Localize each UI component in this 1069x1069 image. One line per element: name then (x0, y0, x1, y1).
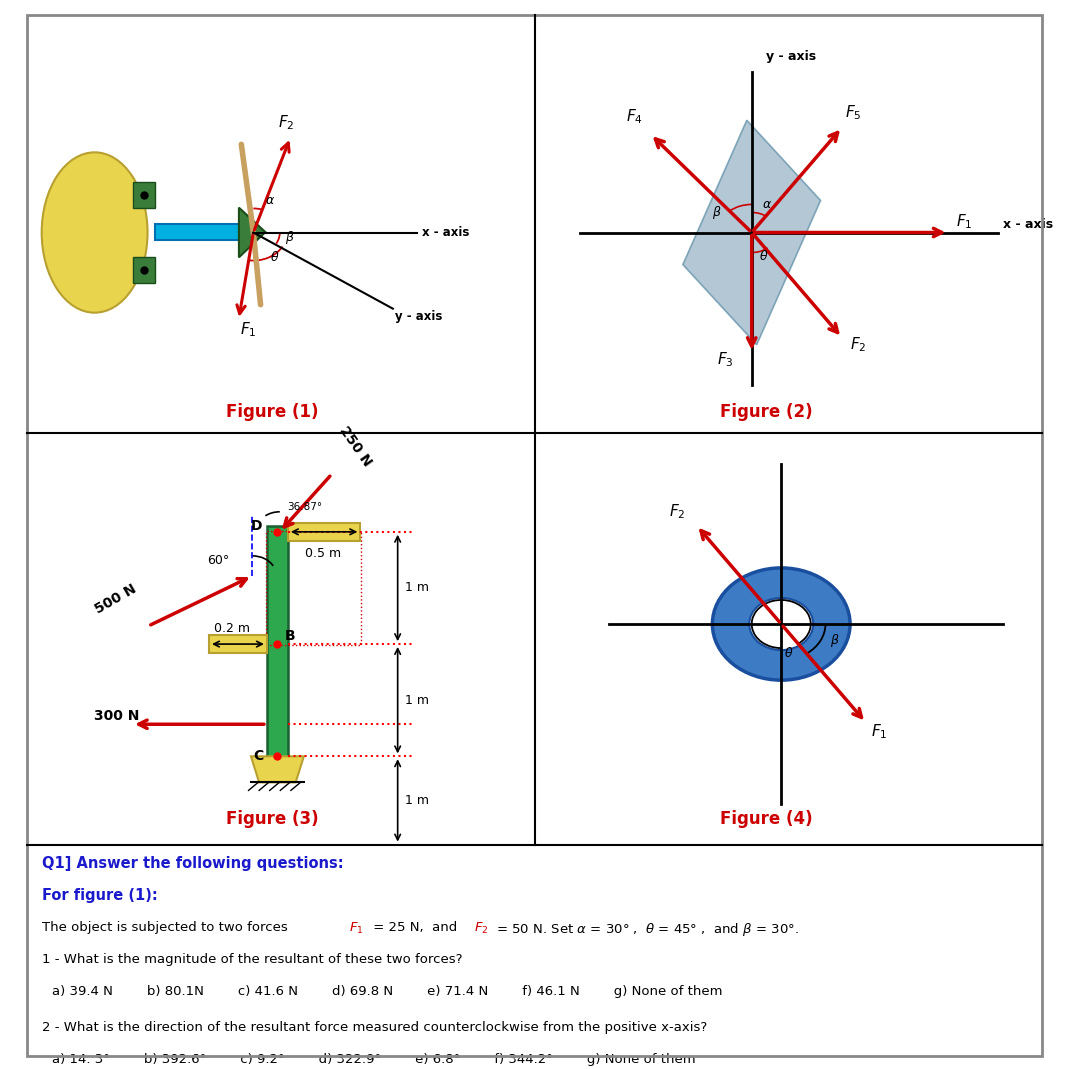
Text: x - axis: x - axis (421, 226, 469, 239)
Text: 36.87°: 36.87° (286, 501, 322, 512)
Bar (266, 531, 361, 645)
Text: $F_4$: $F_4$ (626, 107, 644, 126)
Bar (134, 257, 155, 282)
Text: $\theta$: $\theta$ (784, 646, 793, 660)
Text: $\theta$: $\theta$ (270, 250, 280, 264)
Text: $\alpha$: $\alpha$ (761, 198, 772, 211)
Polygon shape (239, 207, 265, 258)
Text: $\beta$: $\beta$ (831, 632, 840, 649)
Text: 250 N: 250 N (337, 423, 374, 469)
Text: $\theta$: $\theta$ (759, 249, 769, 263)
Text: = 25 N,  and: = 25 N, and (369, 920, 461, 933)
Text: $\alpha$: $\alpha$ (265, 195, 276, 207)
Text: C: C (253, 749, 264, 763)
Text: 0.5 m: 0.5 m (305, 547, 341, 560)
Text: 500 N: 500 N (92, 583, 139, 617)
Bar (155, 224, 246, 239)
Text: $F_2$: $F_2$ (278, 113, 294, 133)
Bar (267, 526, 288, 762)
Text: 2 - What is the direction of the resultant force measured counterclockwise from : 2 - What is the direction of the resulta… (42, 1021, 708, 1034)
Text: y - axis: y - axis (396, 310, 443, 323)
Text: D: D (251, 518, 263, 532)
Text: 1 m: 1 m (405, 694, 429, 707)
Text: y - axis: y - axis (766, 50, 817, 63)
Text: $\beta$: $\beta$ (712, 204, 722, 221)
Circle shape (712, 568, 850, 680)
Ellipse shape (42, 152, 148, 312)
Text: 1 m: 1 m (405, 582, 429, 594)
Text: Figure (3): Figure (3) (227, 810, 319, 828)
Text: = 50 N. Set $\alpha$ = 30° ,  $\theta$ = 45° ,  and $\beta$ = 30°.: = 50 N. Set $\alpha$ = 30° , $\theta$ = … (493, 920, 800, 938)
Text: Q1] Answer the following questions:: Q1] Answer the following questions: (42, 856, 344, 871)
Text: 1 - What is the magnitude of the resultant of these two forces?: 1 - What is the magnitude of the resulta… (42, 952, 463, 966)
Text: $F_2$: $F_2$ (669, 502, 685, 521)
Text: 1 m: 1 m (405, 794, 429, 807)
Circle shape (749, 598, 814, 650)
Text: $F_1$: $F_1$ (956, 213, 973, 231)
Text: Figure (4): Figure (4) (721, 810, 812, 828)
Text: $F_1$: $F_1$ (348, 920, 363, 935)
Text: $F_3$: $F_3$ (717, 351, 734, 370)
Text: x - axis: x - axis (1003, 218, 1053, 232)
Text: $\beta$: $\beta$ (284, 230, 294, 246)
Text: $F_2$: $F_2$ (850, 336, 866, 354)
Text: $F_1$: $F_1$ (871, 723, 887, 741)
Text: $F_5$: $F_5$ (845, 103, 862, 122)
Text: Figure (2): Figure (2) (721, 403, 812, 421)
Text: 300 N: 300 N (94, 709, 139, 724)
Bar (134, 183, 155, 208)
Text: For figure (1):: For figure (1): (42, 888, 158, 903)
Text: 0.2 m: 0.2 m (214, 621, 250, 635)
Text: $F_2$: $F_2$ (475, 920, 489, 935)
Text: a) 14. 3°        b) 392.6°        c) 9.2°        d) 322.9°        e) 6.8°       : a) 14. 3° b) 392.6° c) 9.2° d) 322.9° e)… (52, 1053, 696, 1066)
Text: a) 39.4 N        b) 80.1N        c) 41.6 N        d) 69.8 N        e) 71.4 N    : a) 39.4 N b) 80.1N c) 41.6 N d) 69.8 N e… (52, 986, 723, 998)
Polygon shape (683, 120, 821, 344)
Text: The object is subjected to two forces: The object is subjected to two forces (42, 920, 292, 933)
Text: $F_1$: $F_1$ (241, 320, 257, 339)
Polygon shape (251, 757, 304, 783)
Bar (288, 523, 360, 541)
Bar (210, 635, 267, 653)
Text: Figure (1): Figure (1) (227, 403, 319, 421)
Text: 60°: 60° (206, 554, 229, 567)
Text: B: B (284, 629, 295, 644)
